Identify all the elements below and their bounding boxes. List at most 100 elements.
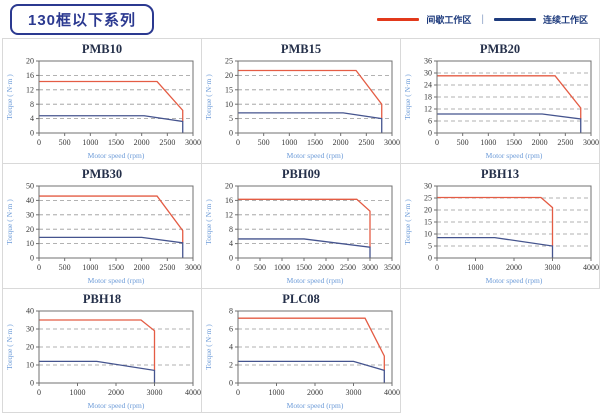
y-axis: 0 4 8 12 16 20	[26, 57, 39, 138]
y-tick-label: 16	[225, 196, 233, 205]
x-tick-label: 1000	[269, 388, 285, 397]
x-axis-label: Motor speed (rpm)	[287, 401, 344, 410]
y-axis-label: Torque ( N·m )	[204, 199, 213, 245]
chart-title: PMB30	[81, 167, 123, 181]
y-tick-label: 16	[26, 71, 34, 80]
y-axis-label: Torque ( N·m )	[403, 199, 412, 245]
y-tick-label: 15	[225, 85, 233, 94]
y-tick-label: 10	[225, 100, 233, 109]
y-tick-label: 8	[229, 225, 233, 234]
y-tick-label: 20	[424, 206, 432, 215]
y-tick-label: 0	[30, 254, 34, 263]
top-bar: 130框以下系列 间歇工作区 | 连续工作区	[0, 0, 600, 38]
x-tick-label: 500	[457, 138, 469, 147]
x-tick-label: 2500	[159, 263, 175, 272]
x-tick-label: 500	[254, 263, 266, 272]
series-continuous	[39, 360, 156, 383]
x-tick-label: 4000	[384, 388, 400, 397]
x-tick-label: 3000	[362, 263, 378, 272]
x-axis: 0 1000 2000 3000 4000	[236, 383, 400, 397]
x-tick-label: 2000	[134, 263, 150, 272]
y-tick-label: 0	[30, 379, 34, 388]
y-tick-label: 5	[428, 242, 432, 251]
series-continuous	[238, 112, 383, 133]
chart-pmb30: PMB30 0 500 1000 1500 2000 2500 3000 0 10 20 30 40 50…	[2, 163, 201, 288]
y-tick-label: 15	[424, 218, 432, 227]
x-tick-label: 0	[236, 388, 240, 397]
x-tick-label: 2500	[557, 138, 573, 147]
torque-speed-plot: 0 1000 2000 3000 4000 0 2 4 6 8 Motor speed (rpm) T…	[204, 307, 400, 410]
x-axis-label: Motor speed (rpm)	[486, 276, 543, 285]
x-tick-label: 1500	[307, 138, 323, 147]
x-tick-label: 0	[37, 263, 41, 272]
y-tick-label: 2	[229, 361, 233, 370]
x-axis: 0 1000 2000 3000 4000	[435, 258, 599, 272]
y-tick-label: 30	[26, 210, 34, 219]
x-tick-label: 2500	[358, 138, 374, 147]
torque-speed-plot: 0 500 1000 1500 2000 2500 3000 0 10 20 30 40 50 Motor…	[5, 182, 201, 285]
chart-title: PLC08	[282, 292, 320, 306]
y-tick-label: 0	[229, 254, 233, 263]
x-tick-label: 500	[59, 263, 71, 272]
x-tick-label: 1000	[281, 138, 297, 147]
torque-speed-plot: 0 1000 2000 3000 4000 0 5 10 15 20 25 30 Motor speed…	[403, 182, 599, 285]
x-axis: 0 500 1000 1500 2000 2500 3000	[236, 133, 400, 147]
chart-title: PMB20	[479, 42, 521, 56]
y-tick-label: 12	[225, 210, 233, 219]
x-axis-label: Motor speed (rpm)	[88, 276, 145, 285]
y-tick-label: 40	[26, 307, 34, 316]
x-axis-label: Motor speed (rpm)	[486, 151, 543, 160]
y-tick-label: 0	[229, 129, 233, 138]
series-continuous	[39, 236, 184, 258]
y-axis: 0 5 10 15 20 25	[225, 57, 238, 138]
x-axis: 0 500 1000 1500 2000 2500 3000	[435, 133, 599, 147]
chart-title: PBH18	[82, 292, 122, 306]
x-tick-label: 1000	[468, 263, 484, 272]
x-tick-label: 2500	[159, 138, 175, 147]
series-intermittent	[39, 80, 184, 122]
legend-separator: |	[481, 13, 484, 25]
y-tick-label: 12	[26, 85, 34, 94]
y-axis-label: Torque ( N·m )	[5, 74, 14, 120]
legend: 间歇工作区 | 连续工作区	[377, 13, 592, 26]
x-axis-label: Motor speed (rpm)	[88, 401, 145, 410]
y-tick-label: 30	[424, 182, 432, 191]
series-intermittent	[238, 317, 385, 371]
x-tick-label: 500	[59, 138, 71, 147]
y-axis: 0 10 20 30 40	[26, 307, 39, 388]
gridlines	[238, 328, 392, 366]
x-tick-label: 0	[37, 388, 41, 397]
y-tick-label: 4	[229, 343, 233, 352]
x-axis: 0 500 1000 1500 2000 2500 3000	[37, 258, 201, 272]
x-tick-label: 2000	[333, 138, 349, 147]
chart-pmb15: PMB15 0 500 1000 1500 2000 2500 3000 0 5 10 15 20 25 M…	[201, 38, 400, 163]
y-axis-label: Torque ( N·m )	[403, 74, 412, 120]
series-intermittent	[238, 198, 371, 248]
y-tick-label: 0	[229, 379, 233, 388]
x-tick-label: 1500	[108, 263, 124, 272]
x-tick-label: 2000	[108, 388, 124, 397]
y-axis: 0 4 8 12 16 20	[225, 182, 238, 263]
y-tick-label: 18	[424, 93, 432, 102]
y-tick-label: 25	[424, 194, 432, 203]
x-tick-label: 3000	[384, 138, 400, 147]
gridlines	[437, 197, 591, 247]
y-tick-label: 5	[229, 114, 233, 123]
plot-border	[237, 60, 393, 134]
intermittent-zone-swatch-icon	[377, 17, 420, 21]
y-tick-label: 10	[424, 230, 432, 239]
y-axis: 0 10 20 30 40 50	[26, 182, 39, 263]
x-tick-label: 0	[435, 263, 439, 272]
y-tick-label: 24	[424, 81, 432, 90]
plot-border	[38, 185, 194, 259]
y-tick-label: 6	[229, 325, 233, 334]
plot-border	[237, 185, 393, 259]
x-axis: 0 1000 2000 3000 4000	[37, 383, 201, 397]
x-tick-label: 1000	[82, 138, 98, 147]
gridlines	[39, 328, 193, 366]
chart-plc08: PLC08 0 1000 2000 3000 4000 0 2 4 6 8 Motor speed (…	[201, 288, 400, 413]
legend-label-continuous: 连续工作区	[542, 14, 588, 25]
continuous-zone-swatch-icon	[493, 17, 536, 21]
x-tick-label: 3000	[185, 263, 201, 272]
chart-title: PMB15	[280, 42, 322, 56]
